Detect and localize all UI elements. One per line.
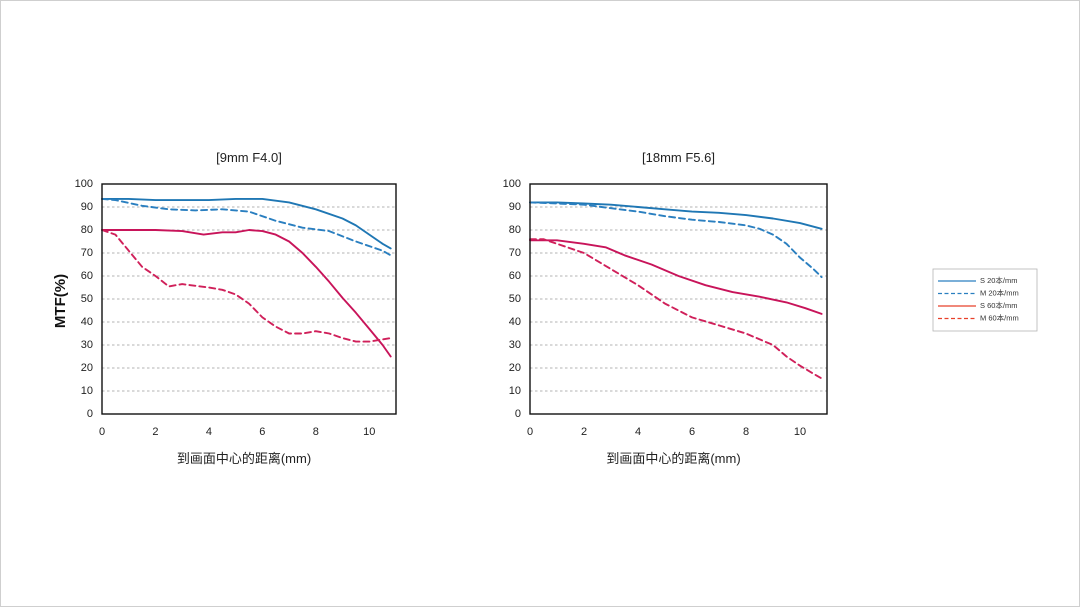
series-line-s20 — [101, 197, 392, 250]
legend: S 20本/mm M 20本/mm S 60本/mm M 60本/mm — [932, 268, 1038, 332]
panel-title: [9mm F4.0] — [216, 150, 282, 165]
y-tick-label: 100 — [75, 178, 93, 190]
x-tick-label: 8 — [313, 426, 319, 438]
x-tick-label: 2 — [152, 426, 158, 438]
x-tick-label: 4 — [635, 426, 641, 438]
x-tick-label: 6 — [689, 426, 695, 438]
x-tick-label: 4 — [206, 426, 212, 438]
chart-panel-9mm: [9mm F4.0] 0 10 20 30 40 50 60 70 80 90 100 0 2 4 6 8 10 到… — [75, 150, 397, 466]
x-tick-label: 2 — [581, 426, 587, 438]
series-line-m20 — [101, 197, 392, 257]
plot-frame — [101, 183, 397, 415]
series-line-m60 — [101, 229, 392, 343]
x-tick-label: 8 — [743, 426, 749, 438]
y-tick-label: 40 — [509, 316, 521, 328]
y-tick-label: 70 — [509, 247, 521, 259]
panel-title: [18mm F5.6] — [642, 150, 715, 165]
y-tick-label: 0 — [515, 408, 521, 420]
y-tick-label: 50 — [509, 293, 521, 305]
legend-label-m60: M 60本/mm — [980, 312, 1019, 322]
series-line-s60 — [529, 239, 823, 315]
x-tick-label: 10 — [794, 426, 806, 438]
x-tick-label: 0 — [527, 426, 533, 438]
x-tick-label: 10 — [363, 426, 375, 438]
x-tick-label: 0 — [99, 426, 105, 438]
y-axis-label: MTF(%) — [52, 274, 69, 328]
y-tick-label: 60 — [509, 270, 521, 282]
legend-label-m20: M 20本/mm — [980, 287, 1019, 297]
y-tick-label: 50 — [81, 293, 93, 305]
x-axis-label: 到画面中心的距离(mm) — [177, 451, 311, 466]
y-tick-label: 30 — [81, 339, 93, 351]
y-tick-label: 90 — [81, 201, 93, 213]
series-line-s60 — [101, 229, 392, 358]
x-tick-label: 6 — [259, 426, 265, 438]
y-tick-label: 80 — [509, 224, 521, 236]
y-tick-label: 10 — [509, 385, 521, 397]
y-tick-label: 10 — [81, 385, 93, 397]
series-line-m60 — [529, 238, 823, 380]
y-tick-label: 70 — [81, 247, 93, 259]
x-axis-label: 到画面中心的距离(mm) — [606, 451, 740, 466]
legend-label-s60: S 60本/mm — [980, 300, 1018, 310]
y-tick-label: 60 — [81, 270, 93, 282]
legend-label-s20: S 20本/mm — [980, 275, 1018, 285]
chart-panel-18mm: [18mm F5.6] 0 10 20 30 40 50 60 70 80 90 100 0 2 4 6 8 10… — [503, 150, 828, 466]
y-tick-label: 20 — [81, 362, 93, 374]
y-tick-label: 80 — [81, 224, 93, 236]
y-tick-label: 100 — [503, 178, 521, 190]
legend-box — [932, 268, 1038, 332]
y-tick-label: 90 — [509, 201, 521, 213]
y-tick-label: 0 — [87, 408, 93, 420]
series-line-m20 — [529, 201, 823, 279]
y-tick-label: 30 — [509, 339, 521, 351]
plot-frame — [529, 183, 828, 415]
y-tick-label: 20 — [509, 362, 521, 374]
series-line-s20 — [529, 201, 823, 230]
y-tick-label: 40 — [81, 316, 93, 328]
